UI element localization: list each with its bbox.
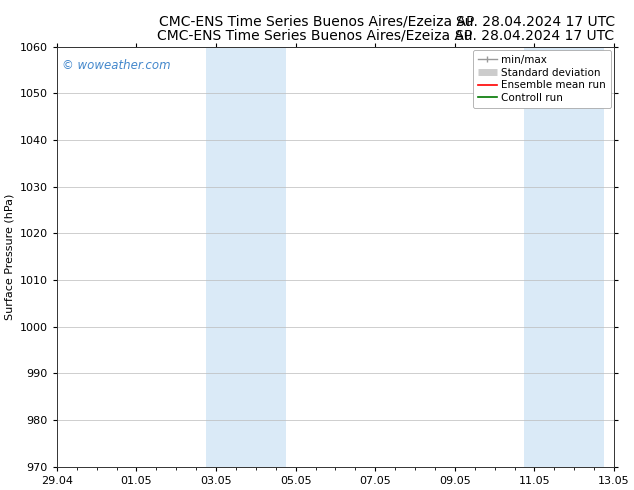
Text: Su. 28.04.2024 17 UTC: Su. 28.04.2024 17 UTC [455, 29, 614, 43]
Legend: min/max, Standard deviation, Ensemble mean run, Controll run: min/max, Standard deviation, Ensemble me… [473, 50, 611, 108]
Text: CMC-ENS Time Series Buenos Aires/Ezeiza AP: CMC-ENS Time Series Buenos Aires/Ezeiza … [159, 15, 475, 29]
Bar [206, 47, 286, 467]
Text: © woweather.com: © woweather.com [62, 59, 171, 72]
Bar [524, 47, 604, 467]
Text: CMC-ENS Time Series Buenos Aires/Ezeiza AP: CMC-ENS Time Series Buenos Aires/Ezeiza … [157, 29, 472, 43]
Y-axis label: Surface Pressure (hPa): Surface Pressure (hPa) [4, 194, 14, 320]
Text: Su. 28.04.2024 17 UTC: Su. 28.04.2024 17 UTC [456, 15, 615, 29]
